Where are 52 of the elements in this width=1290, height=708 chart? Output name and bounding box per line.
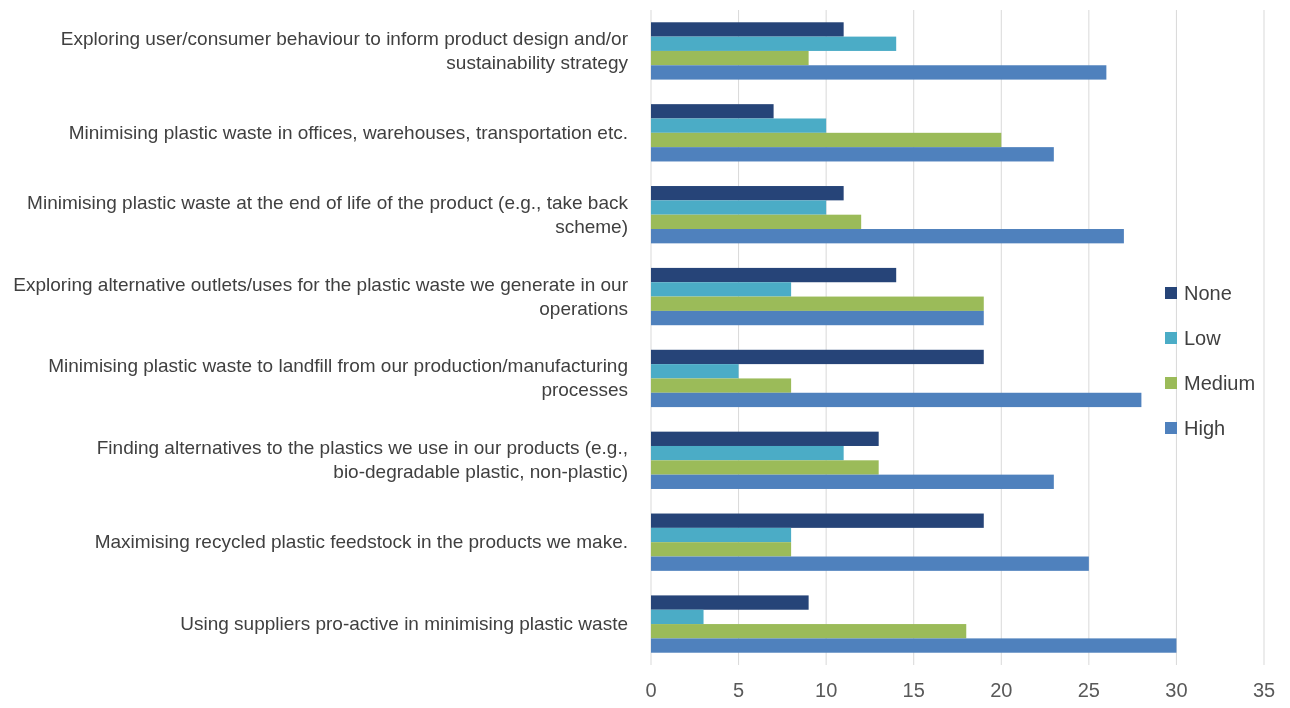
bar bbox=[651, 595, 809, 610]
x-tick-label: 5 bbox=[733, 679, 745, 701]
bar bbox=[651, 624, 967, 639]
bar bbox=[651, 104, 774, 119]
bar bbox=[651, 296, 984, 311]
legend-label: High bbox=[1184, 417, 1226, 439]
bar bbox=[651, 229, 1124, 244]
x-tick-label: 20 bbox=[990, 679, 1013, 701]
bar bbox=[651, 349, 984, 365]
x-tick-label: 35 bbox=[1252, 679, 1276, 701]
bar bbox=[651, 474, 1054, 489]
bar bbox=[651, 282, 792, 297]
bar bbox=[651, 542, 792, 557]
bar bbox=[651, 460, 879, 475]
bar bbox=[651, 638, 1177, 653]
y-tick-label: Exploring user/consumer behaviour to inform product design and/or sustainability strategy bbox=[60, 27, 629, 73]
bar bbox=[651, 36, 897, 51]
y-tick-label: Minimising plastic waste to landfill from our production/manufacturing processes bbox=[48, 355, 628, 401]
x-tick-label: 25 bbox=[1077, 679, 1100, 701]
bar bbox=[651, 214, 862, 230]
y-tick-label: Finding alternatives to the plastics we use in our products (e.g., bio-degradable plastic, non-plastic) bbox=[96, 437, 628, 483]
bar bbox=[651, 65, 1107, 80]
bar bbox=[651, 364, 739, 379]
y-tick-label: Exploring alternative outlets/uses for the plastic waste we generate in our operations bbox=[13, 273, 629, 319]
bar bbox=[651, 50, 809, 66]
bar bbox=[651, 118, 827, 133]
y-tick-label: Using suppliers pro-active in minimising plastic waste bbox=[180, 613, 628, 635]
bar bbox=[651, 445, 844, 461]
bar bbox=[651, 392, 1142, 408]
bar bbox=[651, 431, 879, 446]
y-tick-label: Maximising recycled plastic feedstock in the products we make. bbox=[94, 531, 628, 553]
legend-label: None bbox=[1184, 282, 1232, 304]
x-tick-label: 0 bbox=[645, 679, 657, 701]
bar bbox=[651, 186, 844, 201]
bar bbox=[651, 378, 792, 393]
y-tick-label: Minimising plastic waste in offices, warehouses, transportation etc. bbox=[68, 121, 628, 143]
bar bbox=[651, 147, 1054, 162]
y-tick-label: Minimising plastic waste at the end of life of the product (e.g., take back scheme) bbox=[27, 191, 629, 237]
bar bbox=[651, 556, 1089, 571]
bar bbox=[651, 513, 984, 528]
bar bbox=[651, 310, 984, 326]
bar bbox=[651, 527, 792, 543]
bar bbox=[651, 609, 704, 625]
legend-label: Medium bbox=[1184, 372, 1256, 394]
legend-label: Low bbox=[1184, 327, 1222, 349]
x-tick-label: 10 bbox=[815, 679, 838, 701]
bar bbox=[651, 132, 1002, 148]
bar bbox=[651, 22, 844, 37]
bar bbox=[651, 200, 827, 215]
bar bbox=[651, 267, 897, 283]
x-tick-label: 30 bbox=[1165, 679, 1188, 701]
x-tick-label: 15 bbox=[902, 679, 925, 701]
